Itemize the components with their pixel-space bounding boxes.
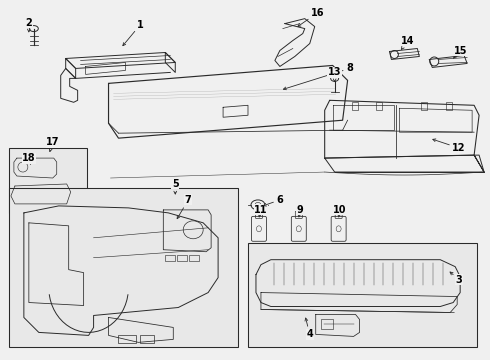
- Bar: [165, 255, 175, 261]
- Text: 16: 16: [298, 8, 324, 27]
- Text: 7: 7: [177, 195, 192, 219]
- Text: 10: 10: [333, 205, 346, 217]
- Text: 18: 18: [22, 153, 36, 164]
- Bar: [376, 102, 383, 110]
- Text: 2: 2: [25, 18, 32, 32]
- Text: 12: 12: [433, 139, 466, 153]
- Bar: [446, 102, 452, 110]
- Text: 3: 3: [450, 272, 463, 285]
- Bar: [352, 102, 358, 110]
- Bar: [421, 102, 427, 110]
- Text: 5: 5: [172, 179, 179, 194]
- Bar: [248, 243, 477, 347]
- Bar: [141, 336, 154, 343]
- Bar: [177, 255, 187, 261]
- Text: 17: 17: [46, 137, 59, 152]
- Bar: [9, 188, 238, 347]
- Text: 13: 13: [328, 67, 342, 82]
- Text: 15: 15: [454, 45, 468, 58]
- Text: 4: 4: [305, 318, 313, 339]
- Text: 8: 8: [283, 63, 353, 90]
- Text: 6: 6: [264, 195, 283, 206]
- Bar: [9, 148, 87, 213]
- Bar: [189, 255, 199, 261]
- Text: 1: 1: [123, 19, 144, 46]
- Text: 14: 14: [401, 36, 414, 49]
- Text: 11: 11: [254, 205, 268, 217]
- Bar: [119, 336, 136, 343]
- Bar: [321, 319, 333, 329]
- Text: 9: 9: [296, 205, 303, 217]
